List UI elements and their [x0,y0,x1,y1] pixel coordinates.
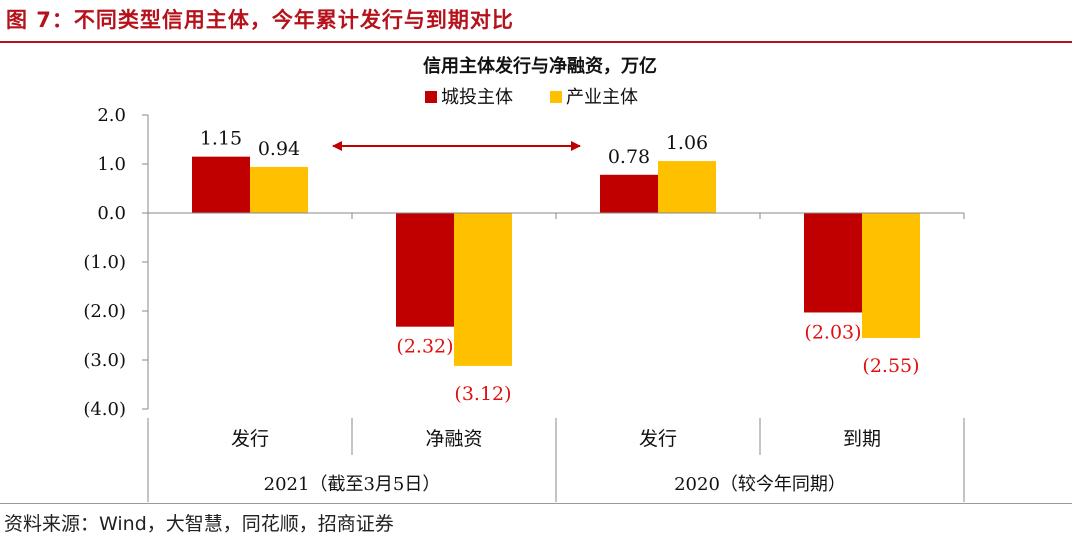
bar-chanye [658,161,716,213]
data-label: 0.78 [608,146,650,168]
y-tick-label: 2.0 [97,105,126,126]
bar-chengtou [804,213,862,313]
category-label: 发行 [231,428,269,450]
legend-label: 产业主体 [566,87,638,108]
bar-chengtou [192,156,250,213]
y-tick-label: 0.0 [97,203,126,224]
bar-chanye [454,213,512,366]
legend-swatch [550,91,562,103]
bottom-rule [0,503,1072,504]
bar-chanye [250,166,308,213]
bars: 1.15 (2.32) 0.78 (2.03) 0.94 (3.12) 1.06 (2.55) [192,128,920,405]
group-label: 2021（截至3月5日） [264,474,441,495]
group-label: 2020（较今年同期） [674,474,846,495]
source-note: 资料来源：Wind，大智慧，同花顺，招商证券 [4,513,394,535]
legend: 城投主体 产业主体 [425,87,638,108]
chart: 信用主体发行与净融资，万亿 城投主体 产业主体 2.0 1.0 0.0 (1.0) (2.… [83,55,965,502]
bar-chanye [862,213,920,338]
y-axis: 2.0 1.0 0.0 (1.0) (2.0) (3.0) (4.0) [83,105,149,420]
legend-swatch [425,91,437,103]
data-label: (2.32) [396,336,453,358]
data-label: 0.94 [258,138,300,160]
bar-chengtou [396,213,454,327]
data-label: (3.12) [454,383,511,405]
data-label: (2.03) [804,321,861,343]
category-label: 净融资 [425,428,482,450]
legend-label: 城投主体 [441,87,513,108]
chart-title: 信用主体发行与净融资，万亿 [423,55,657,77]
bar-chengtou [600,174,658,213]
y-tick-label: (4.0) [83,399,126,420]
y-tick-label: (2.0) [83,301,126,322]
x-axis: 发行 净融资 发行 到期 2021（截至3月5日） 2020（较今年同期） [147,212,965,502]
y-tick-label: 1.0 [97,154,126,175]
data-label: 1.06 [666,132,708,154]
category-label: 发行 [639,428,677,450]
figure-title: 图 7：不同类型信用主体，今年累计发行与到期对比 [6,8,514,32]
data-label: (2.55) [862,355,919,377]
category-label: 到期 [843,428,881,450]
y-tick-label: (1.0) [83,252,126,273]
y-tick-label: (3.0) [83,350,126,371]
title-rule [0,41,1072,43]
data-label: 1.15 [200,128,242,150]
